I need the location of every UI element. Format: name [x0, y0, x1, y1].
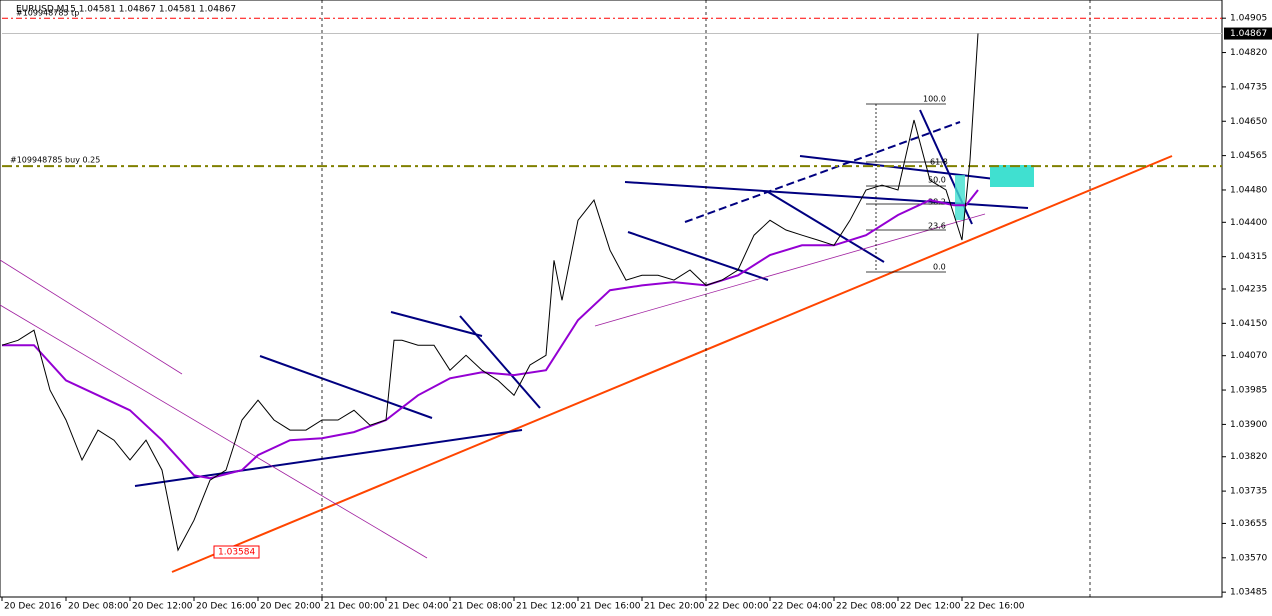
- y-tick-label: 1.03985: [1230, 386, 1267, 396]
- fib-label: 50.0: [928, 176, 946, 185]
- x-tick-label: 20 Dec 20:00: [260, 602, 321, 612]
- trendline: [799, 155, 1021, 183]
- x-tick-label: 21 Dec 00:00: [324, 602, 385, 612]
- x-tick-label: 20 Dec 16:00: [196, 602, 257, 612]
- x-tick-label: 21 Dec 12:00: [516, 602, 577, 612]
- y-tick-label: 1.03900: [1230, 420, 1267, 430]
- order-label: #109948785 buy 0.25: [10, 156, 100, 165]
- y-tick-label: 1.04735: [1230, 82, 1267, 92]
- y-tick-label: 1.03735: [1230, 487, 1267, 497]
- trendline: [684, 121, 961, 223]
- x-tick-label: 21 Dec 08:00: [452, 602, 513, 612]
- y-tick-label: 1.04820: [1230, 48, 1267, 58]
- x-tick-label: 21 Dec 20:00: [644, 602, 705, 612]
- x-tick-label: 22 Dec 04:00: [772, 602, 833, 612]
- x-tick-label: 21 Dec 16:00: [580, 602, 641, 612]
- price-label-box: [213, 545, 260, 559]
- x-tick-label: 22 Dec 00:00: [708, 602, 769, 612]
- y-tick-label: 1.03655: [1230, 519, 1267, 529]
- fib-label: 0.0: [933, 263, 946, 272]
- drawings: 1.03584: [0, 103, 1173, 573]
- plot-frame: [0, 0, 1223, 598]
- zone: [990, 165, 1034, 187]
- trendline: [171, 155, 1173, 573]
- y-tick-label: 1.04235: [1230, 285, 1267, 295]
- trendline: [767, 191, 885, 263]
- chart-title: EURUSD,M15 1.04581 1.04867 1.04581 1.048…: [16, 5, 236, 15]
- zone: [955, 175, 965, 220]
- fib-label: 61.8: [930, 158, 948, 167]
- y-tick-label: 1.04905: [1230, 14, 1267, 24]
- x-tick-label: 20 Dec 12:00: [132, 602, 193, 612]
- y-tick-label: 1.04480: [1230, 185, 1267, 195]
- y-tick-label: 1.03820: [1230, 452, 1267, 462]
- moving-average: [2, 189, 979, 480]
- price-line: [1, 33, 979, 552]
- price-label: 1.03584: [218, 548, 255, 558]
- y-tick-label: 1.03485: [1230, 588, 1267, 598]
- bid-box: [1224, 27, 1272, 40]
- trendline: [459, 315, 541, 409]
- channel-line: [0, 259, 183, 375]
- x-tick-label: 21 Dec 04:00: [388, 602, 449, 612]
- trendline: [390, 311, 483, 337]
- y-tick-label: 1.03570: [1230, 553, 1267, 563]
- fib-label: 100.0: [923, 95, 946, 104]
- x-tick-label: 22 Dec 08:00: [836, 602, 897, 612]
- channel-line: [594, 213, 986, 327]
- x-tick-label: 20 Dec 08:00: [68, 602, 129, 612]
- y-tick-label: 1.04650: [1230, 117, 1267, 127]
- x-tick-label: 22 Dec 12:00: [900, 602, 961, 612]
- bid-label: 1.04867: [1230, 29, 1267, 39]
- x-tick-label: 22 Dec 16:00: [964, 602, 1025, 612]
- y-tick-label: 1.04315: [1230, 252, 1267, 262]
- y-tick-label: 1.04150: [1230, 319, 1267, 329]
- y-tick-label: 1.04070: [1230, 351, 1267, 361]
- y-tick-label: 1.04400: [1230, 218, 1267, 228]
- y-tick-label: 1.04565: [1230, 151, 1267, 161]
- channel-line: [0, 304, 428, 559]
- tp-label: #109948785 tp: [16, 9, 79, 18]
- fib-label: 23.6: [928, 222, 946, 231]
- x-tick-label: 20 Dec 2016: [4, 602, 62, 612]
